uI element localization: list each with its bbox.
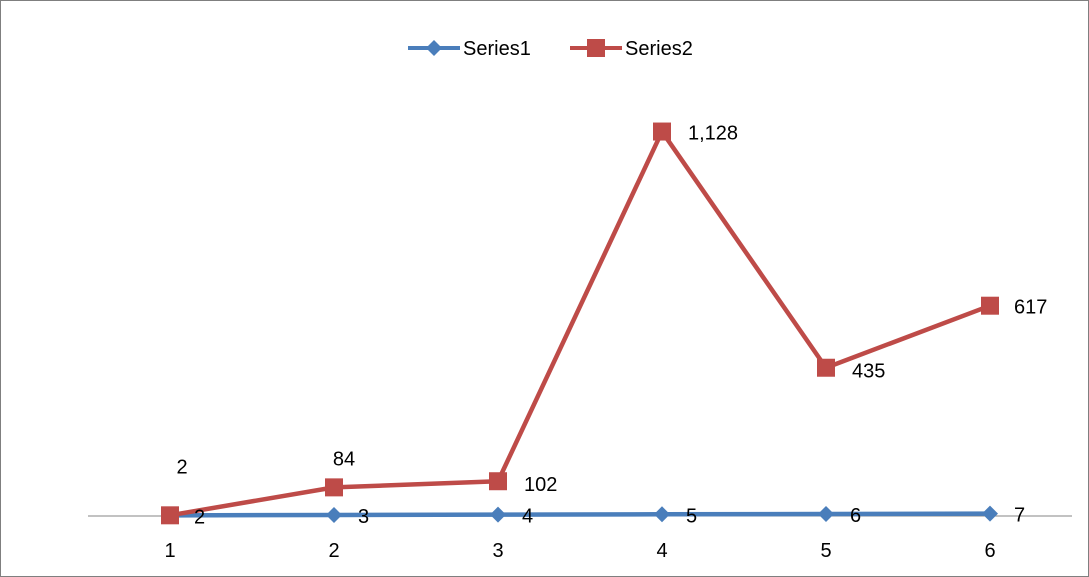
x-tick-label: 2 bbox=[328, 540, 339, 562]
legend: Series1 Series2 bbox=[408, 38, 693, 60]
series-series2 bbox=[161, 122, 999, 525]
data-label-series1: 6 bbox=[850, 505, 861, 527]
data-point bbox=[982, 505, 998, 522]
data-point bbox=[817, 358, 835, 377]
x-tick-label: 5 bbox=[820, 540, 831, 562]
data-label-series2: 84 bbox=[333, 448, 355, 470]
series-line bbox=[169, 511, 991, 518]
data-point bbox=[326, 506, 342, 523]
data-point bbox=[818, 505, 834, 522]
data-point bbox=[161, 506, 179, 525]
data-labels: 2 3 4 5 6 7 2 84 102 1,128 435 617 bbox=[176, 123, 1047, 529]
data-point bbox=[325, 478, 343, 497]
data-label-series2: 435 bbox=[852, 361, 885, 383]
legend-marker bbox=[426, 40, 442, 56]
legend-label: Series1 bbox=[463, 38, 531, 60]
data-label-series2: 2 bbox=[176, 456, 187, 478]
data-label-series1: 3 bbox=[358, 506, 369, 528]
legend-item-series1: Series1 bbox=[408, 38, 531, 60]
legend-marker bbox=[587, 39, 605, 57]
legend-item-series2: Series2 bbox=[570, 38, 693, 60]
data-label-series1: 4 bbox=[522, 506, 533, 528]
series-layer bbox=[161, 122, 999, 525]
legend-label: Series2 bbox=[625, 38, 693, 60]
x-tick-label: 6 bbox=[984, 540, 995, 562]
data-point bbox=[489, 472, 507, 491]
x-tick-label: 4 bbox=[656, 540, 667, 562]
x-tick-label: 3 bbox=[492, 540, 503, 562]
data-label-series2: 102 bbox=[524, 474, 557, 496]
data-label-series2: 617 bbox=[1014, 297, 1047, 319]
data-label-series2: 1,128 bbox=[688, 123, 738, 145]
data-point bbox=[654, 506, 670, 523]
data-label-series1: 5 bbox=[686, 505, 697, 527]
data-label-series1: 7 bbox=[1014, 505, 1025, 527]
data-point bbox=[653, 122, 671, 141]
series-series1 bbox=[162, 505, 998, 524]
series-line bbox=[169, 129, 991, 518]
data-label-series1: 2 bbox=[194, 506, 205, 528]
x-tick-label: 1 bbox=[164, 540, 175, 562]
data-point bbox=[981, 296, 999, 315]
x-axis: 1 2 3 4 5 6 bbox=[88, 515, 1072, 562]
data-point bbox=[490, 506, 506, 523]
